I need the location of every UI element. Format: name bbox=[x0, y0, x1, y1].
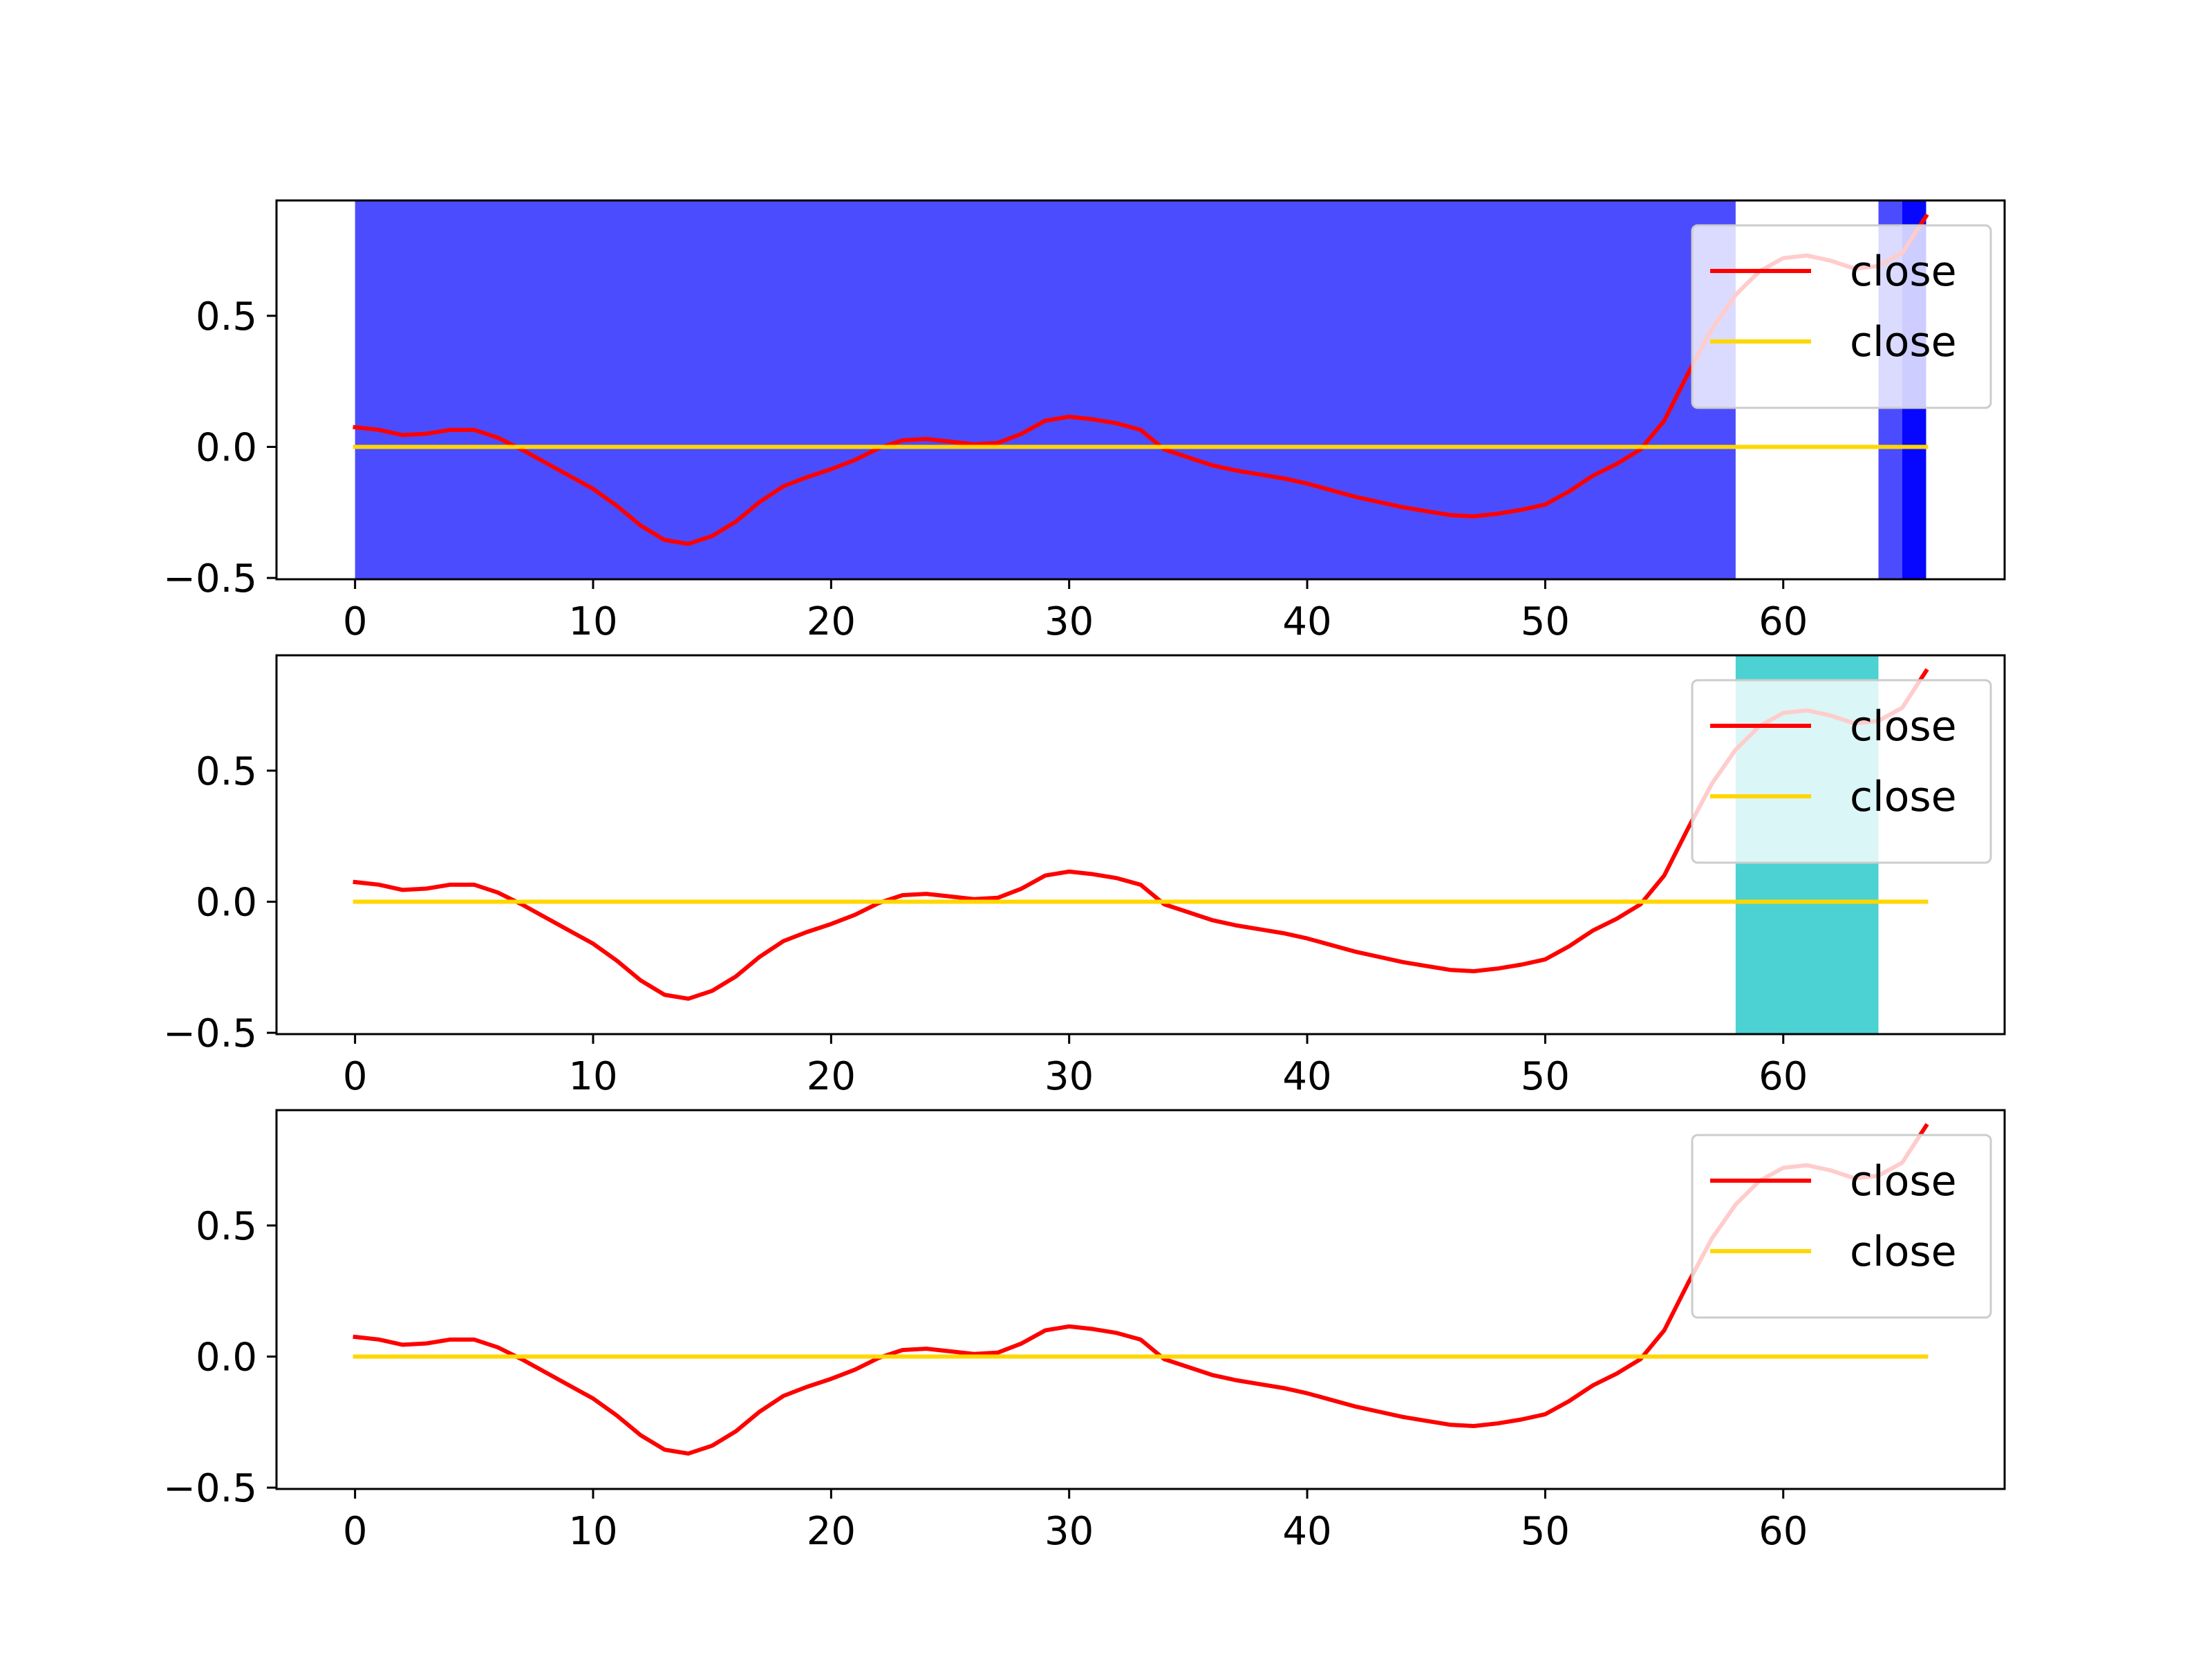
subplot-1-legend-label: close bbox=[1850, 318, 1957, 366]
subplot-2-axes-frame bbox=[275, 654, 2006, 1035]
subplot-1-plot-area bbox=[353, 213, 1929, 546]
subplot-1-x-tick-label: 20 bbox=[807, 599, 856, 644]
subplot-2: 0 10 20 30 40 50 60 −0.5 0.0 0.5 close close bbox=[163, 654, 2006, 1099]
subplot-2-x-tick-label: 30 bbox=[1044, 1054, 1094, 1099]
subplot-1-x-tick-label: 50 bbox=[1521, 599, 1570, 644]
subplot-1-series-line bbox=[353, 213, 1929, 546]
subplot-3-legend-label: close bbox=[1850, 1157, 1957, 1206]
subplot-1-y-tick-label: −0.5 bbox=[163, 556, 257, 601]
subplot-1-shaded-span bbox=[355, 200, 1736, 579]
subplot-1-x-tick-label: 30 bbox=[1044, 599, 1094, 644]
subplot-3-legend: close close bbox=[1691, 1134, 1992, 1319]
subplot-1-y-tick-label: 0.5 bbox=[196, 294, 257, 339]
subplot-1-x-tick-label: 40 bbox=[1282, 599, 1331, 644]
subplot-3-x-tick-label: 50 bbox=[1521, 1509, 1570, 1554]
subplot-1-x-tick-label: 0 bbox=[343, 599, 368, 644]
subplot-2-legend: close close bbox=[1691, 679, 1992, 864]
subplot-2-plot-area bbox=[353, 668, 1929, 1001]
subplot-2-y-tick-label: 0.0 bbox=[196, 880, 257, 925]
subplot-2-x-tick-label: 0 bbox=[343, 1054, 368, 1099]
subplot-2-legend-label: close bbox=[1850, 702, 1957, 751]
subplot-3-x-tick-label: 10 bbox=[568, 1509, 617, 1554]
subplot-3-x-tick-label: 0 bbox=[343, 1509, 368, 1554]
subplot-2-x-tick-label: 50 bbox=[1521, 1054, 1570, 1099]
subplot-2-x-tick-label: 40 bbox=[1282, 1054, 1331, 1099]
subplot-2-series-line bbox=[353, 668, 1929, 1001]
subplot-1-axes-frame bbox=[275, 199, 2006, 581]
subplot-2-y-tick-label: −0.5 bbox=[163, 1011, 257, 1056]
subplot-2-x-tick-label: 20 bbox=[807, 1054, 856, 1099]
subplot-1-x-tick-label: 60 bbox=[1759, 599, 1808, 644]
subplot-2-x-tick-label: 10 bbox=[568, 1054, 617, 1099]
subplot-2-legend-label: close bbox=[1850, 773, 1957, 821]
subplot-3-series-line bbox=[353, 1123, 1929, 1456]
subplot-2-x-tick-label: 60 bbox=[1759, 1054, 1808, 1099]
subplot-1: 0 10 20 30 40 50 60 −0.5 0.0 0.5 close close bbox=[163, 199, 2006, 644]
subplot-3-x-tick-label: 60 bbox=[1759, 1509, 1808, 1554]
subplot-1-legend: close close bbox=[1691, 224, 1992, 409]
subplot-1-legend-label: close bbox=[1850, 247, 1957, 296]
subplot-3-x-tick-label: 30 bbox=[1044, 1509, 1094, 1554]
subplot-3-x-tick-label: 40 bbox=[1282, 1509, 1331, 1554]
subplot-3-y-tick-label: −0.5 bbox=[163, 1466, 257, 1511]
subplot-1-x-tick-label: 10 bbox=[568, 599, 617, 644]
subplot-3-legend-label: close bbox=[1850, 1228, 1957, 1276]
subplot-3-plot-area bbox=[353, 1123, 1929, 1456]
subplot-3: 0 10 20 30 40 50 60 −0.5 0.0 0.5 close close bbox=[163, 1109, 2006, 1554]
subplot-3-x-tick-label: 20 bbox=[807, 1509, 856, 1554]
subplot-3-axes-frame bbox=[275, 1109, 2006, 1490]
subplot-2-y-tick-label: 0.5 bbox=[196, 749, 257, 794]
subplot-1-y-tick-label: 0.0 bbox=[196, 425, 257, 470]
subplot-3-y-tick-label: 0.0 bbox=[196, 1335, 257, 1380]
subplot-3-y-tick-label: 0.5 bbox=[196, 1204, 257, 1249]
